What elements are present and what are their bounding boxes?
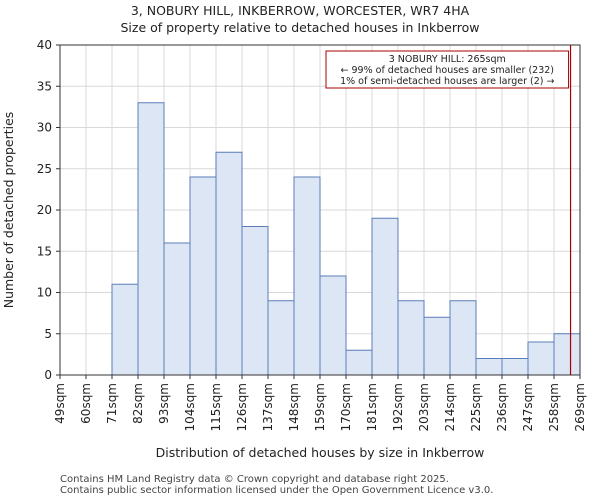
x-tick-label: 71sqm <box>105 383 119 424</box>
x-axis-label: Distribution of detached houses by size … <box>156 445 485 460</box>
histogram-chart: 49sqm 60sqm 71sqm 82sqm 93sqm 104sqm 115sqm 126… <box>1 38 587 460</box>
chart-title: 3, NOBURY HILL, INKBERROW, WORCESTER, WR… <box>130 3 470 18</box>
footer-licence: Contains public sector information licen… <box>60 485 494 496</box>
x-tick-label: 269sqm <box>573 383 587 431</box>
bar <box>527 341 555 376</box>
bar <box>189 176 217 376</box>
annotation-line-1: 3 NOBURY HILL: 265sqm <box>389 54 506 65</box>
x-tick-label: 126sqm <box>235 383 249 431</box>
y-tick-label: 25 <box>37 162 52 176</box>
x-tick-label: 247sqm <box>521 383 535 431</box>
y-axis-label: Number of detached properties <box>1 112 16 309</box>
x-tick-label: 203sqm <box>417 383 431 431</box>
bar <box>241 226 269 376</box>
x-tick-label: 137sqm <box>261 383 275 431</box>
x-tick-label: 170sqm <box>339 383 353 431</box>
y-tick-label: 40 <box>37 38 52 52</box>
y-tick-label: 30 <box>37 121 52 135</box>
annotation-box: 3 NOBURY HILL: 265sqm ← 99% of detached … <box>325 50 570 89</box>
y-tick-labels: 0 5 10 15 20 25 30 35 40 <box>37 38 60 382</box>
bar <box>111 283 139 376</box>
y-tick-label: 20 <box>37 203 52 217</box>
bar <box>215 151 243 376</box>
bar <box>371 217 399 376</box>
x-tick-label: 192sqm <box>391 383 405 431</box>
x-tick-labels: 49sqm 60sqm 71sqm 82sqm 93sqm 104sqm 115sqm 126… <box>53 375 587 431</box>
annotation-line-3: 1% of semi-detached houses are larger (2… <box>340 76 554 87</box>
x-tick-label: 214sqm <box>443 383 457 431</box>
footer-copyright: Contains HM Land Registry data © Crown c… <box>60 474 449 485</box>
annotation-line-2: ← 99% of detached houses are smaller (23… <box>341 65 554 76</box>
x-tick-label: 49sqm <box>53 383 67 424</box>
plot-frame <box>59 44 581 376</box>
bars-group <box>111 102 581 376</box>
y-tick-label: 15 <box>37 244 52 258</box>
y-tick-label: 0 <box>44 368 52 382</box>
x-tick-label: 148sqm <box>287 383 301 431</box>
y-tick-label: 35 <box>37 79 52 93</box>
bar <box>397 300 425 376</box>
x-tick-label: 181sqm <box>365 383 379 431</box>
x-tick-label: 159sqm <box>313 383 327 431</box>
bar <box>423 316 451 376</box>
x-tick-label: 225sqm <box>469 383 483 431</box>
bar <box>163 242 191 376</box>
y-tick-label: 5 <box>44 327 52 341</box>
x-tick-label: 258sqm <box>547 383 561 431</box>
bar <box>501 358 529 376</box>
x-tick-label: 115sqm <box>209 383 223 431</box>
bar <box>475 358 503 376</box>
y-tick-label: 10 <box>37 286 52 300</box>
bar <box>293 176 321 376</box>
x-tick-label: 93sqm <box>157 383 171 424</box>
bar <box>137 102 165 376</box>
x-tick-label: 104sqm <box>183 383 197 431</box>
x-tick-label: 82sqm <box>131 383 145 424</box>
bar <box>319 275 347 376</box>
chart-subtitle: Size of property relative to detached ho… <box>120 20 480 35</box>
x-tick-label: 236sqm <box>495 383 509 431</box>
x-tick-label: 60sqm <box>79 383 93 424</box>
bar <box>449 300 477 376</box>
bar <box>553 333 581 376</box>
bar <box>267 300 295 376</box>
bar <box>345 349 373 376</box>
